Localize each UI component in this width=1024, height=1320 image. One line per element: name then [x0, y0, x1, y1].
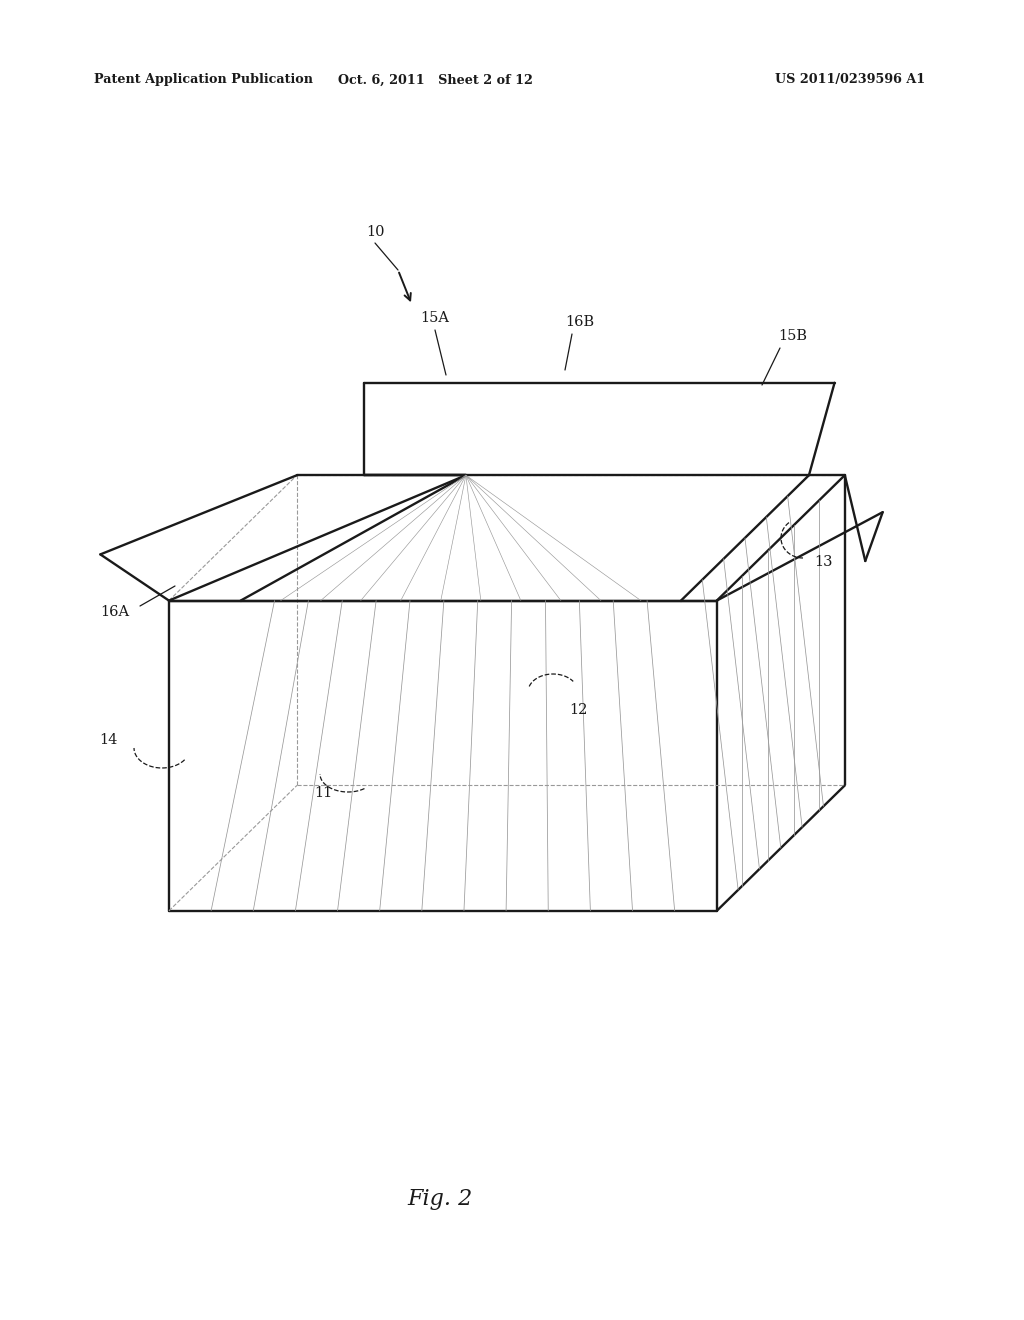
- Text: 16B: 16B: [565, 315, 595, 329]
- Text: 10: 10: [366, 224, 384, 239]
- Text: 16A: 16A: [100, 605, 130, 619]
- Text: Fig. 2: Fig. 2: [408, 1188, 473, 1209]
- Text: Patent Application Publication: Patent Application Publication: [94, 74, 313, 87]
- Text: Oct. 6, 2011   Sheet 2 of 12: Oct. 6, 2011 Sheet 2 of 12: [338, 74, 532, 87]
- Text: 12: 12: [568, 704, 587, 717]
- Text: 15B: 15B: [778, 329, 808, 343]
- Text: 15A: 15A: [421, 312, 450, 325]
- Text: 14: 14: [98, 733, 117, 747]
- Text: 11: 11: [314, 785, 332, 800]
- Text: US 2011/0239596 A1: US 2011/0239596 A1: [775, 74, 925, 87]
- Text: 13: 13: [815, 554, 834, 569]
